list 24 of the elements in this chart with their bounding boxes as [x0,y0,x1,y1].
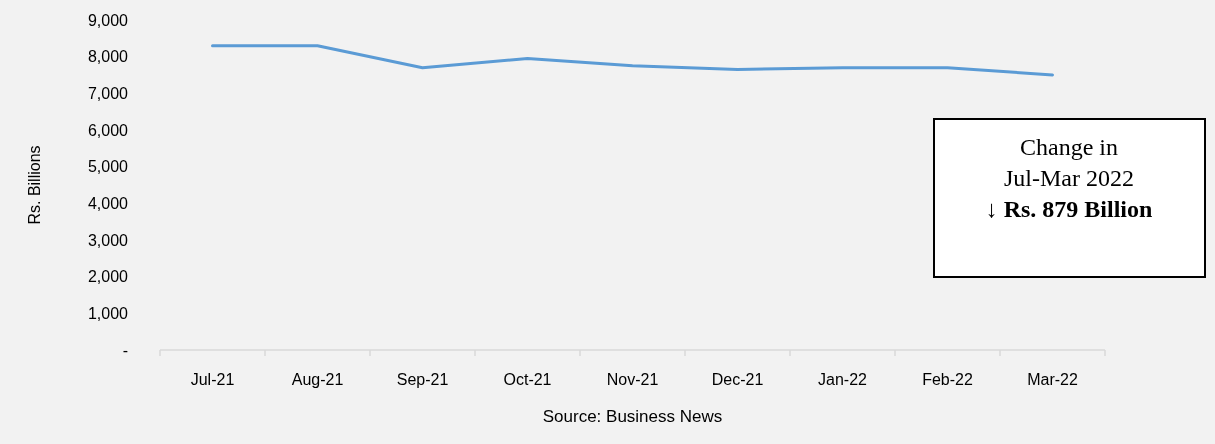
y-tick-label: - [122,341,128,359]
y-tick-label: 5,000 [87,158,129,176]
x-tick-label: Sep-21 [396,371,449,388]
x-tick-label: Dec-21 [711,371,764,388]
x-tick-label: Feb-22 [922,371,973,388]
annotation: Change in Jul-Mar 2022 ↓ Rs. 879 Billion [985,134,1153,222]
y-axis-title: Rs. Billions [26,145,43,225]
y-tick-label: 8,000 [87,48,129,66]
y-tick-label: 4,000 [87,194,129,212]
y-tick-label: 3,000 [87,231,129,249]
text-box: Change in Jul-Mar 2022 ↓ Rs. 879 Billion [933,118,1206,278]
x-tick-label: Jan-22 [818,371,868,388]
x-tick-label: Jul-21 [190,371,235,388]
y-tick-label: 6,000 [87,121,129,139]
x-tick-label: Mar-22 [1027,371,1078,388]
source-note: Source: Business News [542,407,723,426]
y-tick-label: 2,000 [87,268,129,286]
y-tick-label: 1,000 [87,304,129,322]
x-tick-label: Nov-21 [606,371,659,388]
x-tick-label: Oct-21 [503,371,552,388]
x-tick-label: Aug-21 [291,371,344,388]
line-series [211,44,1054,77]
y-tick-label: 7,000 [87,84,129,102]
y-tick-label: 9,000 [87,11,129,29]
